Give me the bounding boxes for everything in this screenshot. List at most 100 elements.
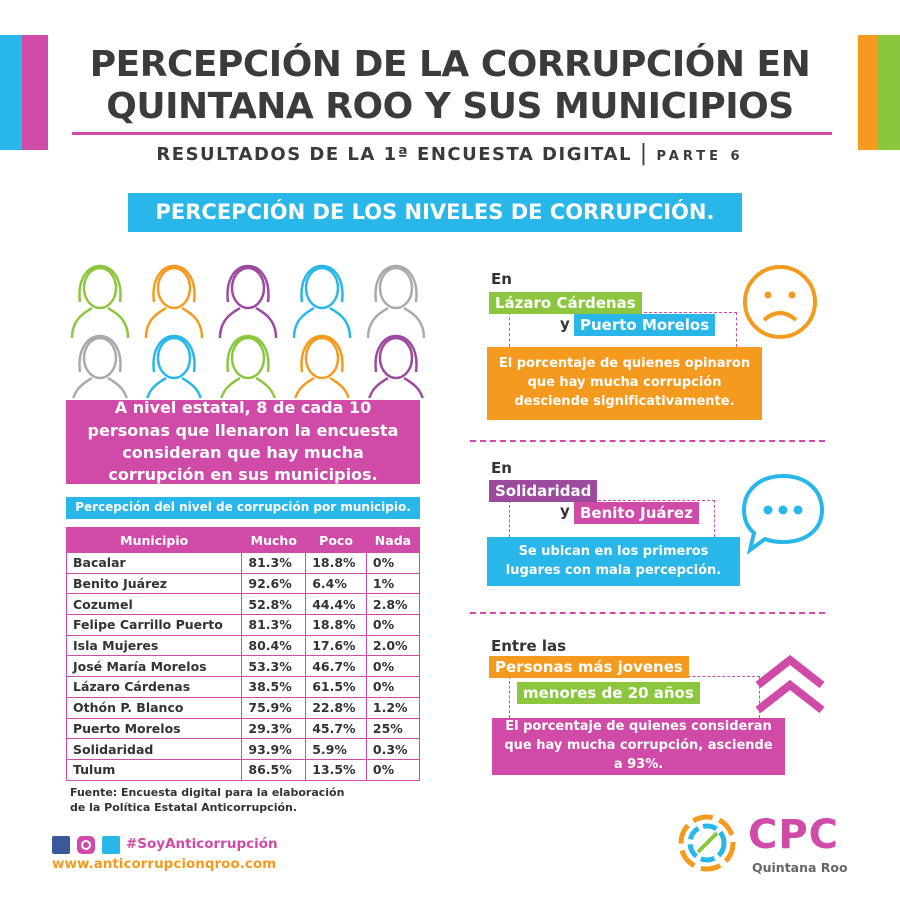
logo-mark xyxy=(678,814,736,872)
section-title: PERCEPCIÓN DE LOS NIVELES DE CORRUPCIÓN. xyxy=(128,193,742,232)
table-row: Puerto Morelos 29.3% 45.7% 25% xyxy=(65,717,421,740)
statement: A nivel estatal, 8 de cada 10 personas q… xyxy=(66,397,420,487)
hair xyxy=(226,264,270,303)
table-cell: 0% xyxy=(365,614,421,636)
person-icon xyxy=(146,334,202,398)
people-icons xyxy=(70,264,426,398)
divider xyxy=(470,612,825,614)
table-row: José María Morelos 53.3% 46.7% 0% xyxy=(65,655,421,678)
table-cell: 80.4% xyxy=(241,634,307,657)
table-cell: 6.4% xyxy=(305,572,367,595)
divider xyxy=(470,440,825,442)
highlight-tag: Puerto Morelos xyxy=(574,314,716,336)
table-row: Othón P. Blanco 75.9% 22.8% 1.2% xyxy=(65,696,421,719)
table-row: Bacalar 81.3% 18.8% 0% xyxy=(65,552,421,574)
source: Fuente: Encuesta digital para la elabora… xyxy=(70,786,345,815)
person-icon xyxy=(70,264,130,339)
separator: | xyxy=(639,141,649,166)
table-cell: 1% xyxy=(365,572,421,595)
table-cell: Tulum xyxy=(65,758,243,781)
shoulders xyxy=(368,376,424,398)
highlight-tag: Lázaro Cárdenas xyxy=(489,292,642,314)
highlight-tag: menores de 20 años xyxy=(517,682,700,704)
shoulders xyxy=(72,376,128,398)
finding-intro: En xyxy=(491,270,512,288)
statement-text: A nivel estatal, 8 de cada 10 personas q… xyxy=(74,397,412,487)
head xyxy=(82,336,118,380)
table-row: Lázaro Cárdenas 38.5% 61.5% 0% xyxy=(65,676,421,698)
table-cell: 93.9% xyxy=(241,738,307,760)
highlight-tag: Solidaridad xyxy=(489,480,598,502)
table-cell: 0% xyxy=(365,758,421,781)
head xyxy=(378,266,414,310)
accent-bar xyxy=(878,35,900,150)
header-cell: Municipio xyxy=(65,527,243,553)
table-row: Solidaridad 93.9% 5.9% 0.3% xyxy=(65,738,421,760)
table-cell: 5.9% xyxy=(305,738,367,760)
table-cell: 0% xyxy=(365,676,421,698)
table-cell: Solidaridad xyxy=(65,738,243,760)
table-cell: 29.3% xyxy=(241,717,307,740)
person-icon xyxy=(218,264,278,339)
header-cell: Mucho xyxy=(241,527,307,553)
table-cell: Isla Mujeres xyxy=(65,634,243,657)
head xyxy=(156,336,192,380)
text: A nivel estatal, 8 de cada 10 personas q… xyxy=(87,398,399,462)
header-cell: Nada xyxy=(365,527,421,553)
table-cell: 0% xyxy=(365,552,421,574)
title-rule xyxy=(72,132,832,135)
hair xyxy=(374,264,418,303)
finding-intro: En xyxy=(491,459,512,477)
person-icon xyxy=(220,334,276,398)
table-cell: Othón P. Blanco xyxy=(65,696,243,719)
table-cell: 0.3% xyxy=(365,738,421,760)
accent-bar xyxy=(858,35,878,150)
table-row: Isla Mujeres 80.4% 17.6% 2.0% xyxy=(65,634,421,657)
table-cell: Cozumel xyxy=(65,593,243,616)
table-cell: 2.0% xyxy=(365,634,421,657)
finding-intro: Entre las xyxy=(491,637,567,655)
finding-text: El porcentaje de quienes opinaron que ha… xyxy=(487,347,762,420)
up-arrows xyxy=(755,655,825,714)
person-icon xyxy=(294,334,350,398)
part: PARTE 6 xyxy=(656,149,744,164)
shoulders xyxy=(292,306,352,339)
table-cell: 25% xyxy=(365,717,421,740)
hair xyxy=(152,334,196,373)
connector-word: y xyxy=(560,315,570,333)
subtitle: RESULTADOS DE LA 1ª ENCUESTA DIGITAL | P… xyxy=(0,141,900,166)
accent-bar xyxy=(0,35,22,150)
table-cell: José María Morelos xyxy=(65,655,243,678)
head xyxy=(156,266,192,310)
table-row: Benito Juárez 92.6% 6.4% 1% xyxy=(65,572,421,595)
title: PERCEPCIÓN DE LA CORRUPCIÓN EN xyxy=(89,44,811,85)
emphasis: mucha xyxy=(304,443,364,462)
table: Municipio Mucho Poco Nada Bacalar 81.3% 18.8% 0… xyxy=(65,527,421,781)
url: www.anticorrupcionqroo.com xyxy=(52,856,277,872)
logo-place: Quintana Roo xyxy=(752,860,848,875)
table-cell: 2.8% xyxy=(365,593,421,616)
highlight-tag: Personas más jovenes xyxy=(489,656,689,678)
shoulders xyxy=(144,306,204,339)
table-cell: 18.8% xyxy=(305,614,367,636)
table-row: Felipe Carrillo Puerto 81.3% 18.8% 0% xyxy=(65,614,421,636)
hair xyxy=(152,264,196,303)
connector-word: y xyxy=(560,502,570,520)
accent-bar xyxy=(22,35,48,150)
shoulders xyxy=(146,376,202,398)
speech-bubble xyxy=(741,473,825,555)
head xyxy=(304,266,340,310)
shoulders xyxy=(294,376,350,398)
shoulders xyxy=(366,306,426,339)
head xyxy=(82,266,118,310)
table-cell: 1.2% xyxy=(365,696,421,719)
table-cell: 61.5% xyxy=(305,676,367,698)
shoulders xyxy=(70,306,130,339)
table-cell: 92.6% xyxy=(241,572,307,595)
table-row: Tulum 86.5% 13.5% 0% xyxy=(65,758,421,781)
table-cell: 0% xyxy=(365,655,421,678)
head xyxy=(230,336,266,380)
table-cell: 18.8% xyxy=(305,552,367,574)
table-cell: 45.7% xyxy=(305,717,367,740)
